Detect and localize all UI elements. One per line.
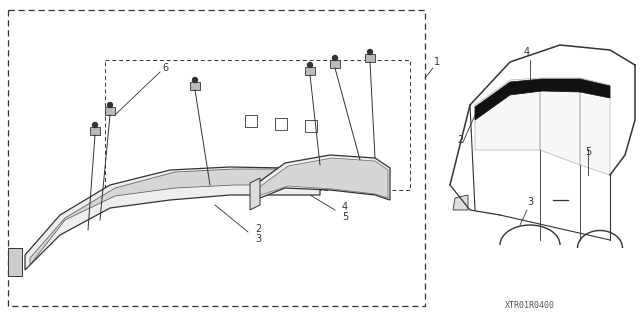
Bar [365, 54, 375, 62]
Polygon shape [258, 158, 388, 198]
Bar [245, 115, 257, 127]
Bar [8, 248, 22, 276]
Circle shape [193, 78, 198, 83]
Circle shape [367, 49, 372, 55]
Circle shape [93, 122, 97, 128]
Polygon shape [255, 155, 390, 200]
Text: 3: 3 [255, 234, 261, 244]
Bar [275, 118, 287, 130]
Text: 5: 5 [342, 212, 348, 222]
Text: 2: 2 [255, 224, 261, 234]
Text: 5: 5 [585, 147, 591, 157]
Text: 4: 4 [524, 47, 530, 57]
Polygon shape [580, 79, 610, 98]
Bar [105, 60, 410, 190]
Text: 6: 6 [162, 63, 168, 73]
Bar [8, 10, 425, 306]
Text: 2: 2 [457, 135, 463, 145]
Bar [330, 60, 340, 68]
Text: 1: 1 [434, 57, 440, 67]
Polygon shape [542, 79, 580, 92]
Circle shape [307, 63, 312, 68]
Polygon shape [250, 178, 260, 210]
Polygon shape [475, 79, 542, 120]
Bar [305, 120, 317, 132]
Bar [105, 107, 115, 115]
Polygon shape [475, 78, 540, 150]
Polygon shape [30, 169, 318, 265]
Bar [190, 82, 200, 90]
Polygon shape [540, 78, 580, 165]
Circle shape [333, 56, 337, 61]
Text: 3: 3 [527, 197, 533, 207]
Polygon shape [25, 167, 320, 270]
Circle shape [108, 102, 113, 108]
Polygon shape [453, 195, 468, 210]
Bar [90, 127, 100, 135]
Bar [305, 67, 315, 75]
Text: 4: 4 [342, 202, 348, 212]
Text: XTR01R0400: XTR01R0400 [505, 300, 555, 309]
Polygon shape [580, 78, 610, 175]
